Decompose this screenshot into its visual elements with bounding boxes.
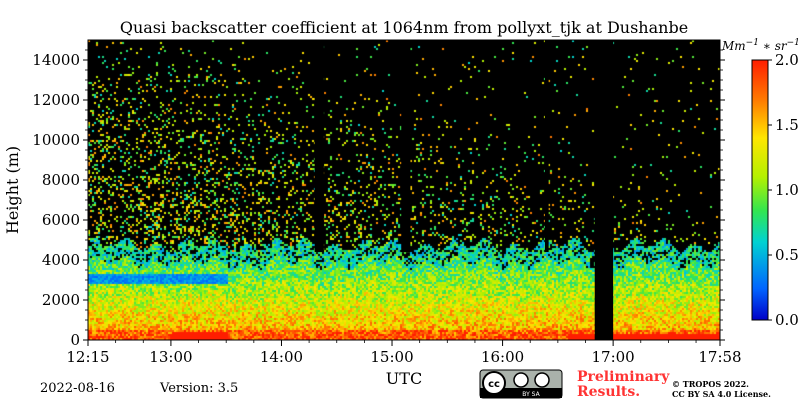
results-label: Results.	[577, 384, 640, 400]
colorbar-tick-label: 1.5	[775, 116, 799, 134]
cc-license-badge: cc BY SA	[479, 369, 563, 399]
y-tick-label: 0	[70, 331, 80, 349]
chart-title: Quasi backscatter coefficient at 1064nm …	[120, 18, 688, 37]
y-tick-label: 8000	[42, 171, 80, 189]
colorbar-tick-label: 1.0	[775, 181, 799, 199]
y-tick-label: 12000	[32, 91, 80, 109]
footer-date: 2022-08-16	[40, 381, 115, 396]
data-gap	[594, 40, 614, 340]
data-gaps	[314, 40, 614, 340]
svg-text:BY SA: BY SA	[522, 391, 540, 398]
x-tick-label: 12:15	[66, 348, 109, 366]
preliminary-label: Preliminary	[577, 369, 670, 385]
x-tick-label: 17:58	[698, 348, 741, 366]
colorbar-unit: Mm−1 ∗ sr−1	[721, 38, 800, 53]
copyright-line-1: © TROPOS 2022.	[672, 379, 749, 389]
colorbar: 0.0 0.5 1.0 1.5 2.0 Mm−1 ∗ sr−1	[721, 38, 800, 329]
data-gap	[314, 40, 324, 252]
footer-version: Version: 3.5	[159, 381, 238, 396]
y-tick-label: 4000	[42, 251, 80, 269]
colorbar-tick-label: 2.0	[775, 51, 799, 69]
y-tick-label: 10000	[32, 131, 80, 149]
by-icon	[513, 372, 529, 388]
x-tick-label: 14:00	[260, 348, 303, 366]
sa-icon	[534, 372, 550, 388]
plot-area	[87, 39, 721, 341]
colorbar-tick-label: 0.5	[775, 246, 799, 264]
cc-icon	[482, 371, 506, 395]
x-tick-label: 17:00	[592, 348, 635, 366]
x-tick-label: 13:00	[149, 348, 192, 366]
y-axis: 0 2000 4000 6000 8000 10000 12000 14000	[32, 49, 725, 349]
colorbar-gradient	[751, 59, 769, 321]
y-tick-label: 14000	[32, 51, 80, 69]
x-tick-label: 15:00	[370, 348, 413, 366]
copyright-line-2: CC BY SA 4.0 License.	[672, 389, 771, 399]
svg-text:cc: cc	[488, 379, 500, 390]
x-axis-label: UTC	[386, 369, 422, 388]
y-tick-label: 6000	[42, 211, 80, 229]
y-tick-label: 2000	[42, 291, 80, 309]
y-axis-label: Height (m)	[3, 146, 22, 234]
data-gap	[544, 40, 549, 252]
colorbar-tick-label: 0.0	[775, 311, 799, 329]
x-axis: 12:15 13:00 14:00 15:00 16:00 17:00 17:58	[66, 340, 742, 366]
data-gap	[401, 40, 411, 252]
colorbar-ticks: 0.0 0.5 1.0 1.5 2.0	[768, 51, 799, 329]
x-tick-label: 16:00	[481, 348, 524, 366]
